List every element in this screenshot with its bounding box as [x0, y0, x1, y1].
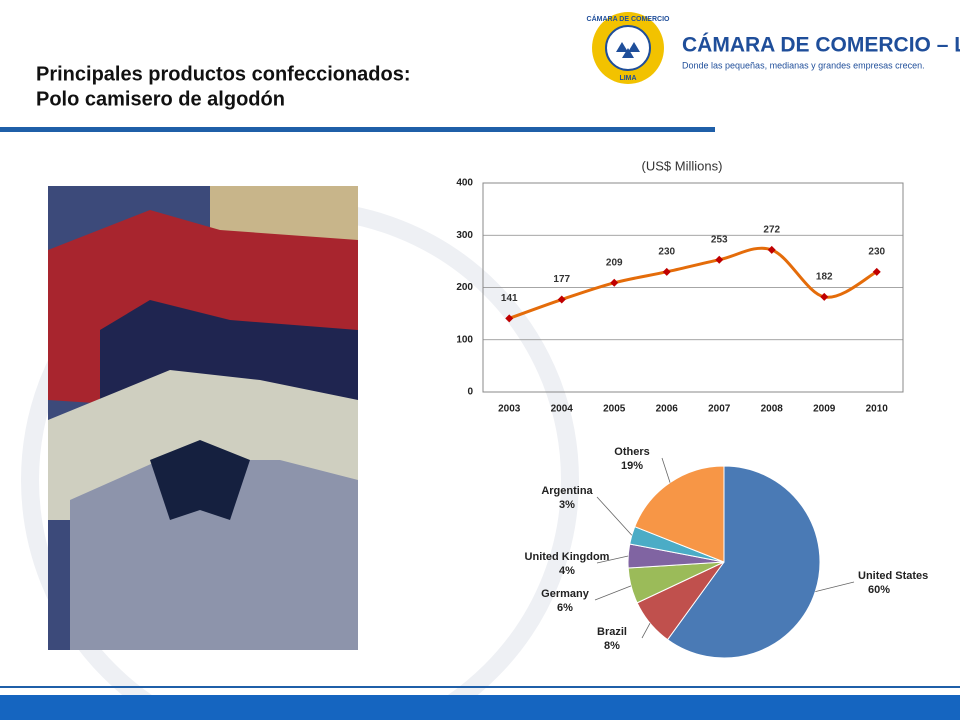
line-series [508, 246, 878, 320]
pie-label: United Kingdom [525, 551, 610, 563]
data-label: 272 [763, 225, 780, 236]
data-label: 182 [816, 272, 833, 283]
x-tick-label: 2004 [551, 404, 574, 415]
data-label: 141 [501, 293, 518, 304]
title-rule [0, 127, 715, 132]
slide-title: Principales productos confeccionados: [36, 63, 411, 85]
point-marker [872, 267, 881, 276]
pie-label: Argentina [541, 485, 593, 497]
photo [48, 186, 358, 650]
point-marker [557, 295, 566, 304]
data-label: 177 [553, 274, 570, 285]
point-marker [715, 255, 724, 264]
chart-title: (US$ Millions) [642, 158, 723, 173]
pie-label: Brazil [597, 626, 627, 638]
pie-slice [666, 465, 821, 659]
pie-value-label: 60% [868, 584, 890, 596]
x-tick-label: 2008 [761, 404, 784, 415]
y-tick-label: 200 [456, 282, 473, 293]
y-tick-label: 0 [467, 387, 473, 398]
slide-title: Polo camisero de algodón [36, 88, 285, 110]
footer-bar [0, 695, 960, 720]
x-tick-label: 2006 [656, 404, 679, 415]
logo-tagline: Donde las pequeñas, medianas y grandes e… [682, 60, 925, 70]
data-label: 209 [606, 257, 623, 268]
logo-ring-text: CÁMARA DE COMERCIO [587, 14, 671, 23]
data-label: 230 [868, 246, 885, 257]
plot-frame [482, 182, 904, 393]
pie-label: Germany [541, 588, 590, 600]
logo-crowns [616, 42, 640, 58]
leader-line [641, 623, 651, 639]
footer-rule [0, 686, 960, 688]
point-marker [610, 278, 619, 287]
pie-slice [634, 465, 725, 563]
pie-value-label: 3% [559, 499, 575, 511]
leader-line [594, 585, 632, 601]
point-marker [767, 245, 776, 254]
pie-value-label: 8% [604, 640, 620, 652]
point-marker [505, 314, 514, 323]
data-label: 253 [711, 234, 728, 245]
x-tick-label: 2009 [813, 404, 836, 415]
x-tick-label: 2010 [866, 404, 889, 415]
point-marker [820, 292, 829, 301]
leader-line [596, 555, 629, 564]
leader-line [661, 457, 671, 483]
x-tick-label: 2003 [498, 404, 521, 415]
pie-value-label: 6% [557, 602, 573, 614]
logo-name: CÁMARA DE COMERCIO – LIMA [682, 34, 960, 57]
x-tick-label: 2007 [708, 404, 731, 415]
leader-line [596, 496, 633, 536]
x-tick-label: 2005 [603, 404, 626, 415]
data-label: 230 [658, 246, 675, 257]
pie-value-label: 19% [621, 460, 643, 472]
pie-label: Others [614, 446, 649, 458]
y-tick-label: 100 [456, 334, 473, 345]
logo-ring-text: LIMA [619, 75, 636, 82]
pie-value-label: 4% [559, 565, 575, 577]
point-marker [662, 267, 671, 276]
pie-label: United States [858, 570, 928, 582]
y-tick-label: 300 [456, 230, 473, 241]
leader-line [815, 581, 855, 593]
y-tick-label: 400 [456, 178, 473, 189]
